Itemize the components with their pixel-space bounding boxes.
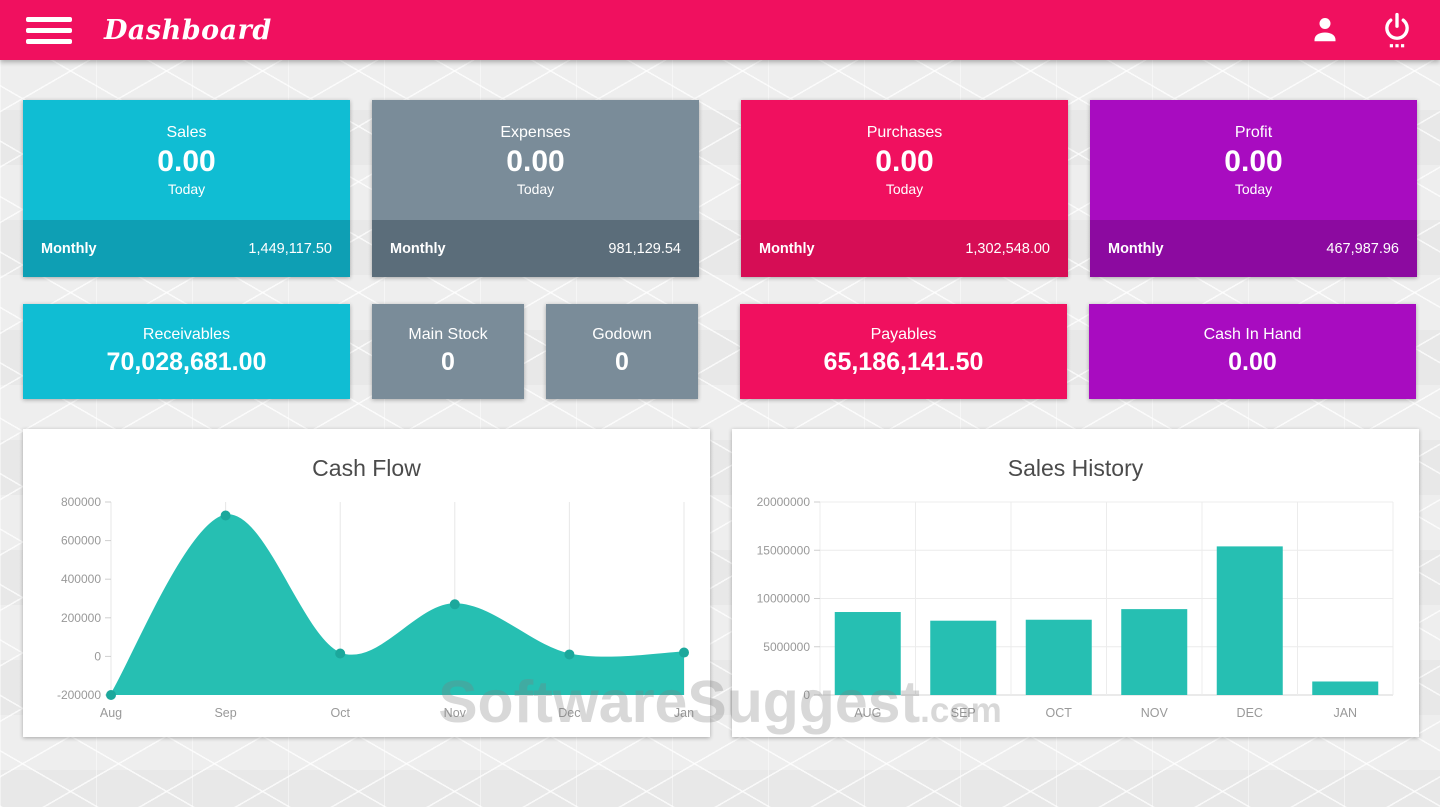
monthly-value: 1,302,548.00 [965,240,1050,257]
card-period: Today [885,180,924,197]
user-icon[interactable] [1308,10,1342,50]
dashboard-content: Sales 0.00 Today Monthly 1,449,117.50 Ex… [0,60,1440,737]
card-title: Expenses [500,123,571,141]
monthly-value: 1,449,117.50 [248,240,332,257]
svg-text:200000: 200000 [61,611,101,625]
card-title: Purchases [866,123,943,141]
svg-text:OCT: OCT [1046,706,1073,720]
monthly-label: Monthly [1108,240,1164,257]
expenses-card[interactable]: Expenses 0.00 Today Monthly 981,129.54 [372,100,699,277]
svg-text:-200000: -200000 [57,688,101,702]
sales-history-chart-card: Sales History 0 5000000 10000000 15000000 20… [732,429,1419,737]
card-value: 65,186,141.50 [823,348,984,376]
hamburger-menu-icon[interactable] [26,11,72,50]
svg-text:10000000: 10000000 [757,592,811,606]
svg-text:0: 0 [803,688,810,702]
cash-flow-chart-card: Cash Flow -200000 0 200000 400000 600000 8000… [23,429,710,737]
monthly-value: 981,129.54 [608,240,681,257]
chart-title: Cash Flow [312,455,421,481]
svg-text:0: 0 [94,649,101,663]
svg-text:DEC: DEC [1237,706,1263,720]
app-header: Dashboard [0,0,1440,60]
card-value: 0.00 [1224,144,1283,178]
svg-text:400000: 400000 [61,572,101,586]
cash-flow-area-chart: -200000 0 200000 400000 600000 800000 Aug Sep Oc… [57,495,694,720]
card-title: Profit [1234,123,1273,141]
card-period: Today [1234,180,1273,197]
power-icon[interactable] [1380,10,1414,50]
card-value: 0.00 [1228,348,1277,376]
svg-text:15000000: 15000000 [757,543,811,557]
sales-card[interactable]: Sales 0.00 Today Monthly 1,449,117.50 [23,100,350,277]
payables-card[interactable]: Payables 65,186,141.50 [740,304,1067,399]
card-value: 0 [615,348,629,376]
monthly-label: Monthly [41,240,97,257]
card-title: Receivables [142,326,231,343]
svg-text:5000000: 5000000 [763,640,810,654]
svg-text:JAN: JAN [1333,706,1357,720]
svg-text:Dec: Dec [558,706,580,720]
svg-text:Aug: Aug [100,706,122,720]
svg-text:Nov: Nov [444,706,467,720]
godown-card[interactable]: Godown 0 [546,304,698,399]
card-title: Payables [870,326,937,343]
svg-text:AUG: AUG [854,706,881,720]
card-period: Today [516,180,555,197]
card-value: 0.00 [157,144,216,178]
summary-cards-row: Receivables 70,028,681.00 Main Stock 0 G… [23,304,1417,399]
header-actions [1308,10,1414,50]
chart-title: Sales History [1007,455,1144,481]
page-title: Dashboard [104,14,272,46]
cash-in-hand-card[interactable]: Cash In Hand 0.00 [1089,304,1416,399]
profit-card[interactable]: Profit 0.00 Today Monthly 467,987.96 [1090,100,1417,277]
card-title: Sales [166,123,207,141]
svg-text:Oct: Oct [330,706,350,720]
card-title: Cash In Hand [1203,326,1302,343]
card-value: 0.00 [875,144,934,178]
sales-history-bar-chart: 0 5000000 10000000 15000000 20000000 AUG SEP OC… [757,495,1394,720]
monthly-value: 467,987.96 [1326,240,1399,257]
svg-text:20000000: 20000000 [757,495,811,509]
svg-text:Sep: Sep [214,706,236,720]
monthly-label: Monthly [759,240,815,257]
svg-text:Jan: Jan [674,706,694,720]
stat-cards-row: Sales 0.00 Today Monthly 1,449,117.50 Ex… [23,100,1417,277]
svg-text:600000: 600000 [61,534,101,548]
card-value: 0.00 [506,144,565,178]
svg-text:NOV: NOV [1141,706,1169,720]
card-title: Main Stock [408,326,488,343]
card-period: Today [167,180,206,197]
monthly-label: Monthly [390,240,446,257]
charts-row: Cash Flow -200000 0 200000 400000 600000 8000… [23,429,1419,737]
main-stock-card[interactable]: Main Stock 0 [372,304,524,399]
receivables-card[interactable]: Receivables 70,028,681.00 [23,304,350,399]
svg-text:SEP: SEP [951,706,976,720]
svg-text:800000: 800000 [61,495,101,509]
card-value: 70,028,681.00 [106,348,267,376]
card-title: Godown [592,326,652,343]
purchases-card[interactable]: Purchases 0.00 Today Monthly 1,302,548.0… [741,100,1068,277]
card-value: 0 [441,348,455,376]
